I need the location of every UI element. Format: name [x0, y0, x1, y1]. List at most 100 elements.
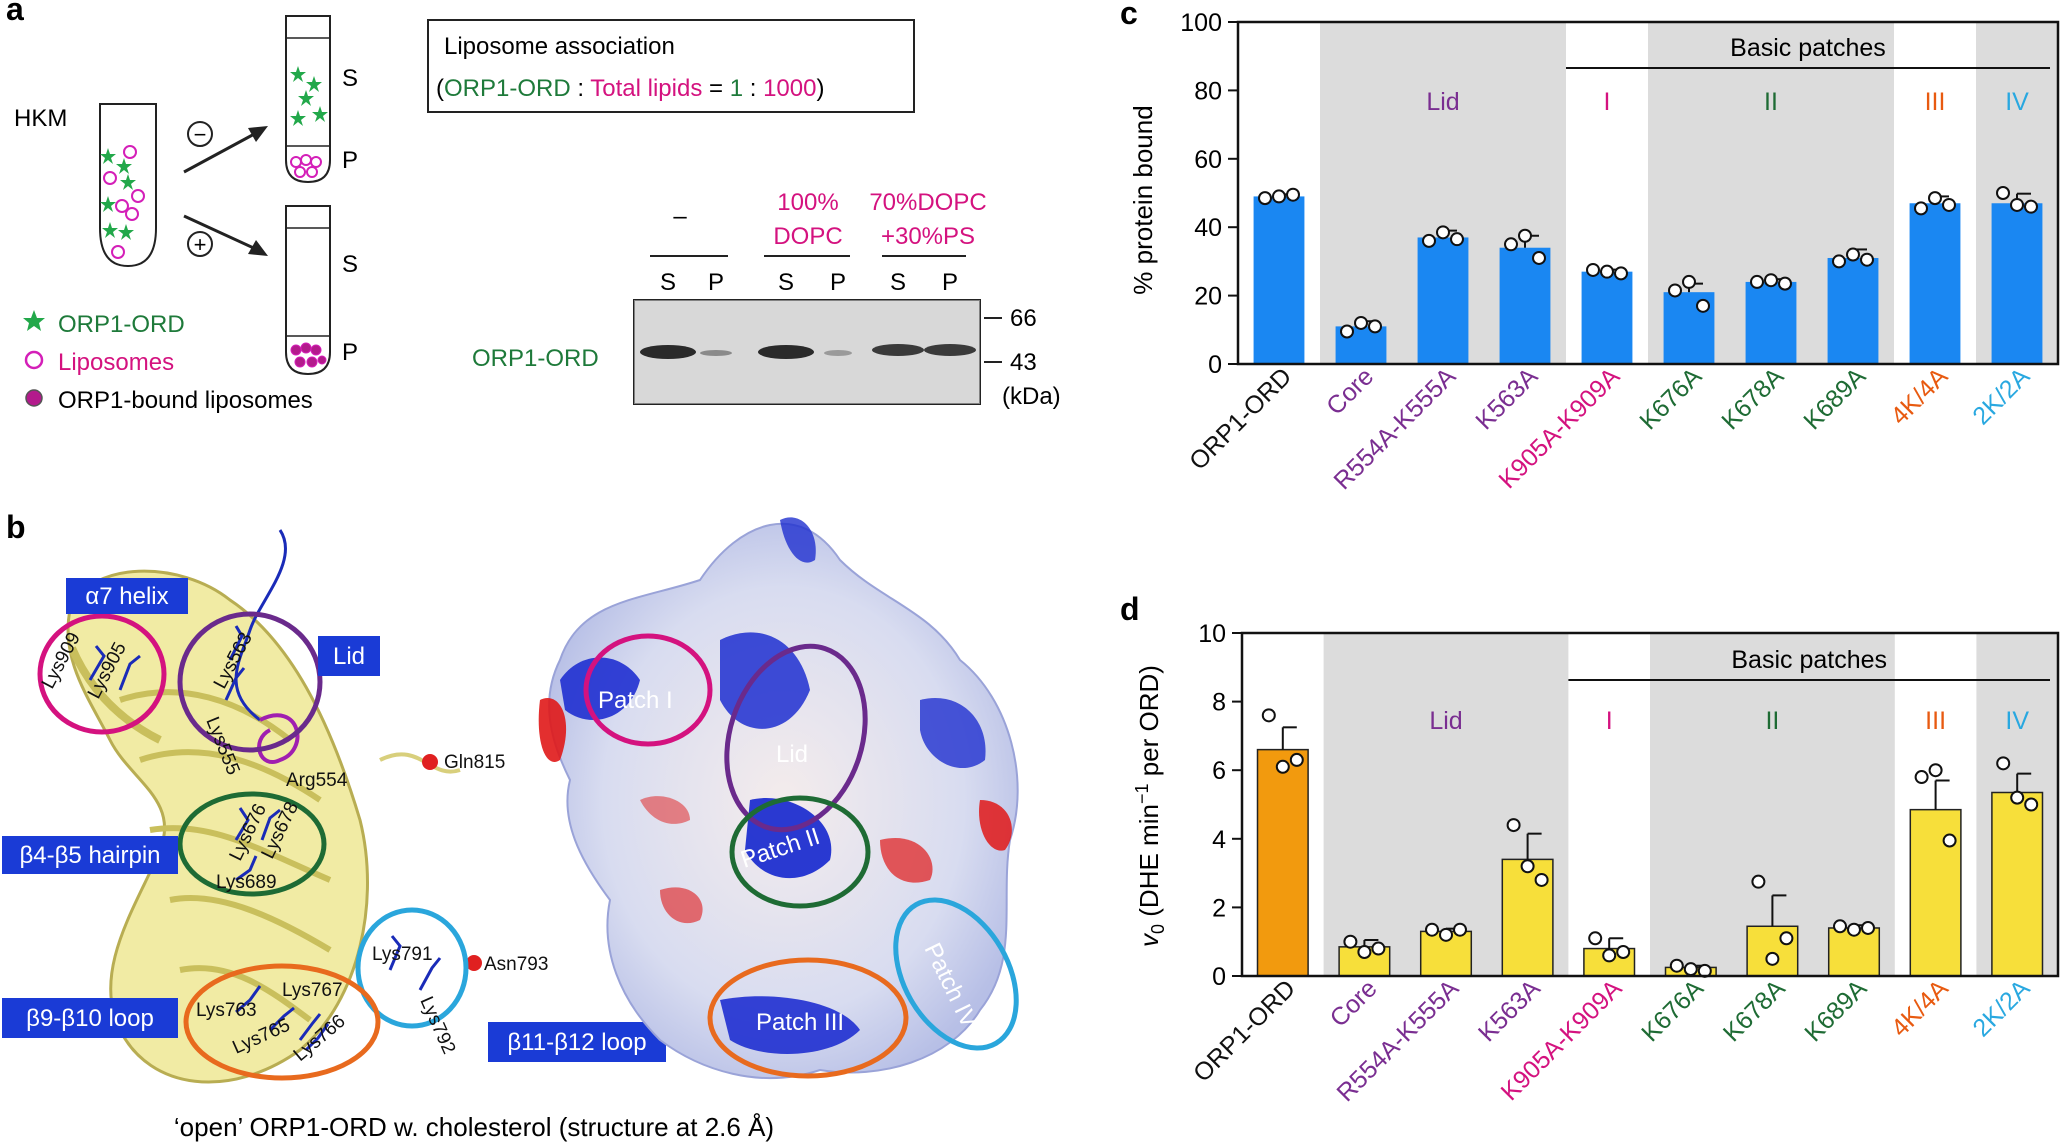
circle-patch-lid [724, 643, 868, 833]
lysine-sidechains [88, 625, 442, 1052]
x-tick-label-6: K678A [1718, 974, 1791, 1047]
gel-cond-ps-1: 70%DOPC [869, 189, 986, 216]
svg-text:Lid: Lid [333, 643, 365, 670]
circle-b9b10 [183, 963, 381, 1081]
svg-text:α7 helix: α7 helix [85, 583, 168, 610]
point-5-0 [1668, 283, 1682, 298]
x-tick-label-3: K563A [1470, 362, 1543, 435]
point-1-1 [1357, 944, 1372, 959]
bar-9 [1991, 791, 2044, 977]
bar-7 [1827, 257, 1879, 364]
point-8-0 [1914, 201, 1928, 216]
band-p3 [924, 344, 976, 356]
region-tags: α7 helix Lid β4-β5 hairpin β9-β10 loop β… [2, 578, 666, 1062]
point-3-1 [1518, 228, 1532, 243]
arrow-up-line [183, 130, 259, 174]
panel-a-label: a [6, 0, 24, 27]
tag-b11b12 [488, 1022, 666, 1062]
gel-lane-2: S [778, 269, 794, 296]
group-label-0: Lid [1429, 707, 1462, 735]
start-tube-liposomes [103, 145, 145, 259]
gel-lane-1: P [708, 269, 724, 296]
marker-43: 43 [1010, 349, 1037, 376]
x-tick-label-1: Core [1321, 362, 1379, 420]
svg-text:Lys791: Lys791 [372, 944, 433, 965]
liposome-association-box [427, 19, 915, 113]
legend-star-icon [23, 310, 45, 331]
x-tick-label-5: K676A [1636, 974, 1709, 1047]
point-9-2 [2024, 797, 2039, 812]
band-s1 [640, 345, 696, 359]
point-5-1 [1683, 962, 1698, 977]
y-tick-label-2: 40 [1194, 214, 1222, 242]
x-tick-label-3: K563A [1473, 974, 1546, 1047]
basic-patches-label: Basic patches [1730, 34, 1886, 62]
gel-band-label: ORP1-ORD [472, 345, 599, 372]
structure-caption: ‘open’ ORP1-ORD w. cholesterol (structur… [174, 1112, 774, 1142]
bar-4 [1581, 271, 1633, 364]
group-label-4: IV [2005, 707, 2029, 735]
star-icon [102, 222, 118, 238]
circle-b4b5 [177, 791, 327, 897]
svg-text:Arg554: Arg554 [286, 770, 348, 791]
point-6-1 [1764, 273, 1778, 288]
point-9-0 [1996, 756, 2011, 771]
svg-text:Lys689: Lys689 [216, 872, 277, 893]
point-6-1 [1765, 951, 1780, 966]
y-tick-label-3: 60 [1194, 146, 1222, 174]
asn793-marker [466, 955, 482, 971]
svg-text:Patch III: Patch III [756, 1009, 844, 1036]
point-1-0 [1340, 324, 1354, 339]
point-5-2 [1696, 298, 1710, 313]
point-4-2 [1614, 266, 1628, 281]
result-tube-minus [285, 15, 331, 184]
point-1-2 [1371, 941, 1386, 956]
svg-text:Lys767: Lys767 [282, 980, 343, 1001]
point-0-2 [1286, 187, 1300, 202]
point-0-2 [1289, 752, 1304, 767]
svg-text:Patch I: Patch I [598, 687, 673, 714]
point-3-0 [1504, 237, 1518, 252]
star-icon [116, 158, 132, 174]
panel-c-label: c [1120, 0, 1138, 31]
x-tick-label-9: 2K/2A [1967, 974, 2035, 1042]
x-tick-label-7: K689A [1799, 974, 1872, 1047]
panel-d-label: d [1120, 591, 1140, 627]
tag-lid [318, 636, 380, 676]
point-2-0 [1425, 922, 1439, 937]
star-icon [100, 148, 116, 164]
legend-lipo: Liposomes [58, 349, 174, 376]
circle-a7 [37, 613, 167, 735]
supernatant-stars [290, 66, 328, 126]
y-tick-label-4: 80 [1194, 77, 1222, 105]
point-0-0 [1261, 708, 1276, 723]
legend-orp: ORP1-ORD [58, 311, 185, 338]
band-s3 [872, 344, 924, 356]
point-4-0 [1588, 931, 1603, 946]
arrow-down-line [183, 214, 259, 252]
y-axis-title-c: % protein bound [1128, 105, 1158, 294]
tag-b9b10 [2, 998, 178, 1038]
point-2-1 [1439, 927, 1453, 942]
point-4-2 [1616, 944, 1631, 959]
point-8-1 [1928, 191, 1942, 206]
x-tick-label-8: 4K/4A [1886, 974, 1954, 1042]
point-3-0 [1506, 818, 1521, 833]
point-4-1 [1600, 264, 1614, 279]
point-1-0 [1343, 934, 1358, 949]
group-label-1: I [1606, 707, 1613, 735]
y-tick-label-0: 0 [1208, 351, 1222, 379]
x-tick-label-0: ORP1-ORD [1184, 362, 1297, 475]
point-8-0 [1914, 770, 1929, 785]
plot-frame [1240, 631, 2060, 978]
x-tick-label-7: K689A [1798, 362, 1871, 435]
ratio-text: (ORP1-ORD : Total lipids = 1 : 1000) [436, 75, 824, 102]
point-1-2 [1368, 319, 1382, 334]
circle-patch-i [583, 633, 713, 747]
point-6-2 [1779, 931, 1794, 946]
gln815-marker [422, 754, 438, 770]
group-label-3: III [1925, 88, 1946, 116]
